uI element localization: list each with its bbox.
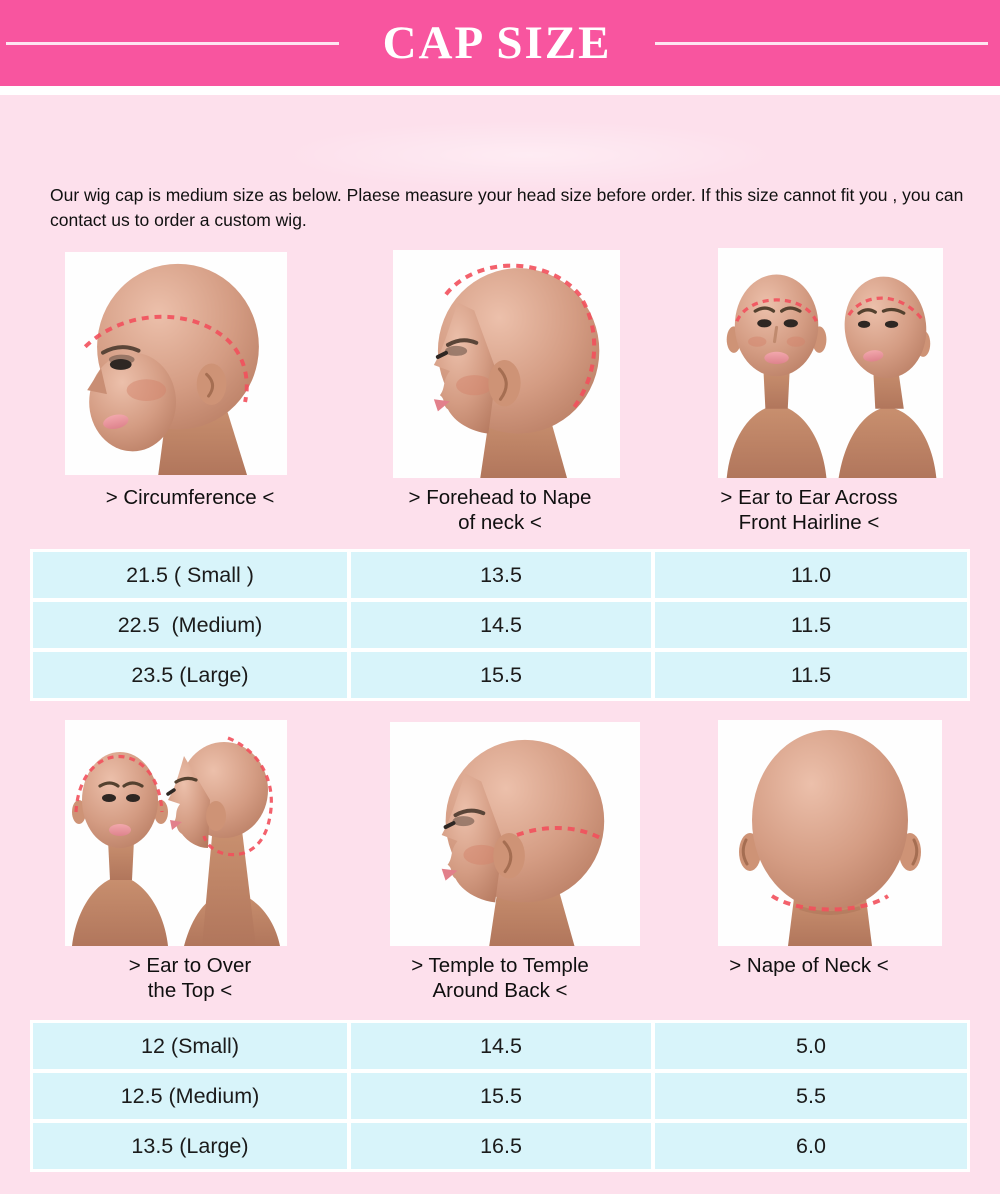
circumference-head-icon [83, 263, 259, 475]
temple-to-temple-photo-panel [390, 722, 640, 946]
forehead-to-nape-head-icon [433, 263, 600, 478]
table-cell: 13.5 [351, 552, 651, 598]
temple-to-temple-head-icon [441, 739, 605, 946]
caption-row-2: > Ear to Over the Top < > Temple to Temp… [30, 954, 968, 1003]
caption-nape-of-neck: > Nape of Neck < [729, 954, 889, 977]
table-cell: 12 (Small) [33, 1023, 347, 1069]
table-cell: 11.0 [655, 552, 967, 598]
watermark-smudge [280, 120, 780, 190]
caption-forehead-to-nape: > Forehead to Nape of neck < [408, 486, 592, 534]
ear-to-over-top-photo-panel [65, 720, 287, 946]
intro-line-1: Our wig cap is medium size as below. Pla… [50, 185, 898, 205]
table-cell: 22.5 (Medium) [33, 602, 347, 648]
forehead-to-nape-photo-panel [393, 250, 620, 478]
table-cell: 5.5 [655, 1073, 967, 1119]
table-cell: 11.5 [655, 602, 967, 648]
cap-size-table-2: 12 (Small) 14.5 5.0 12.5 (Medium) 15.5 5… [30, 1020, 970, 1172]
title-divider-right [655, 41, 989, 45]
content-area: Our wig cap is medium size as below. Pla… [0, 95, 1000, 1194]
table-cell: 16.5 [351, 1123, 651, 1169]
table-cell: 6.0 [655, 1123, 967, 1169]
caption-temple-to-temple: > Temple to Temple Around Back < [411, 954, 589, 1002]
caption-ear-to-over-top: > Ear to Over the Top < [128, 954, 252, 1002]
table-cell: 14.5 [351, 1023, 651, 1069]
table-cell: 12.5 (Medium) [33, 1073, 347, 1119]
header-banner: CAP SIZE [0, 0, 1000, 86]
table-cell: 14.5 [351, 602, 651, 648]
page-title: CAP SIZE [382, 17, 612, 69]
cap-size-table-1: 21.5 ( Small ) 13.5 11.0 22.5 (Medium) 1… [30, 549, 970, 701]
circumference-photo-panel [65, 252, 287, 475]
table-cell: 5.0 [655, 1023, 967, 1069]
intro-line-2: you can contact us to order a custom wig… [50, 185, 964, 230]
ear-to-ear-heads-icon [726, 274, 937, 478]
caption-circumference: > Circumference < [105, 486, 275, 509]
intro-text: Our wig cap is medium size as below. Pla… [50, 183, 970, 232]
table-cell: 15.5 [351, 652, 651, 698]
ear-to-ear-photo-panel [718, 248, 943, 478]
caption-ear-to-ear: > Ear to Ear Across Front Hairline < [720, 486, 898, 534]
table-cell: 11.5 [655, 652, 967, 698]
caption-row-1: > Circumference < > Forehead to Nape of … [30, 486, 968, 535]
title-divider-left [6, 41, 339, 45]
ear-to-over-top-heads-icon [72, 736, 280, 946]
table-cell: 21.5 ( Small ) [33, 552, 347, 598]
nape-of-neck-photo-panel [718, 720, 942, 946]
table-cell: 15.5 [351, 1073, 651, 1119]
nape-of-neck-head-icon [739, 730, 921, 946]
table-cell: 13.5 (Large) [33, 1123, 347, 1169]
table-cell: 23.5 (Large) [33, 652, 347, 698]
